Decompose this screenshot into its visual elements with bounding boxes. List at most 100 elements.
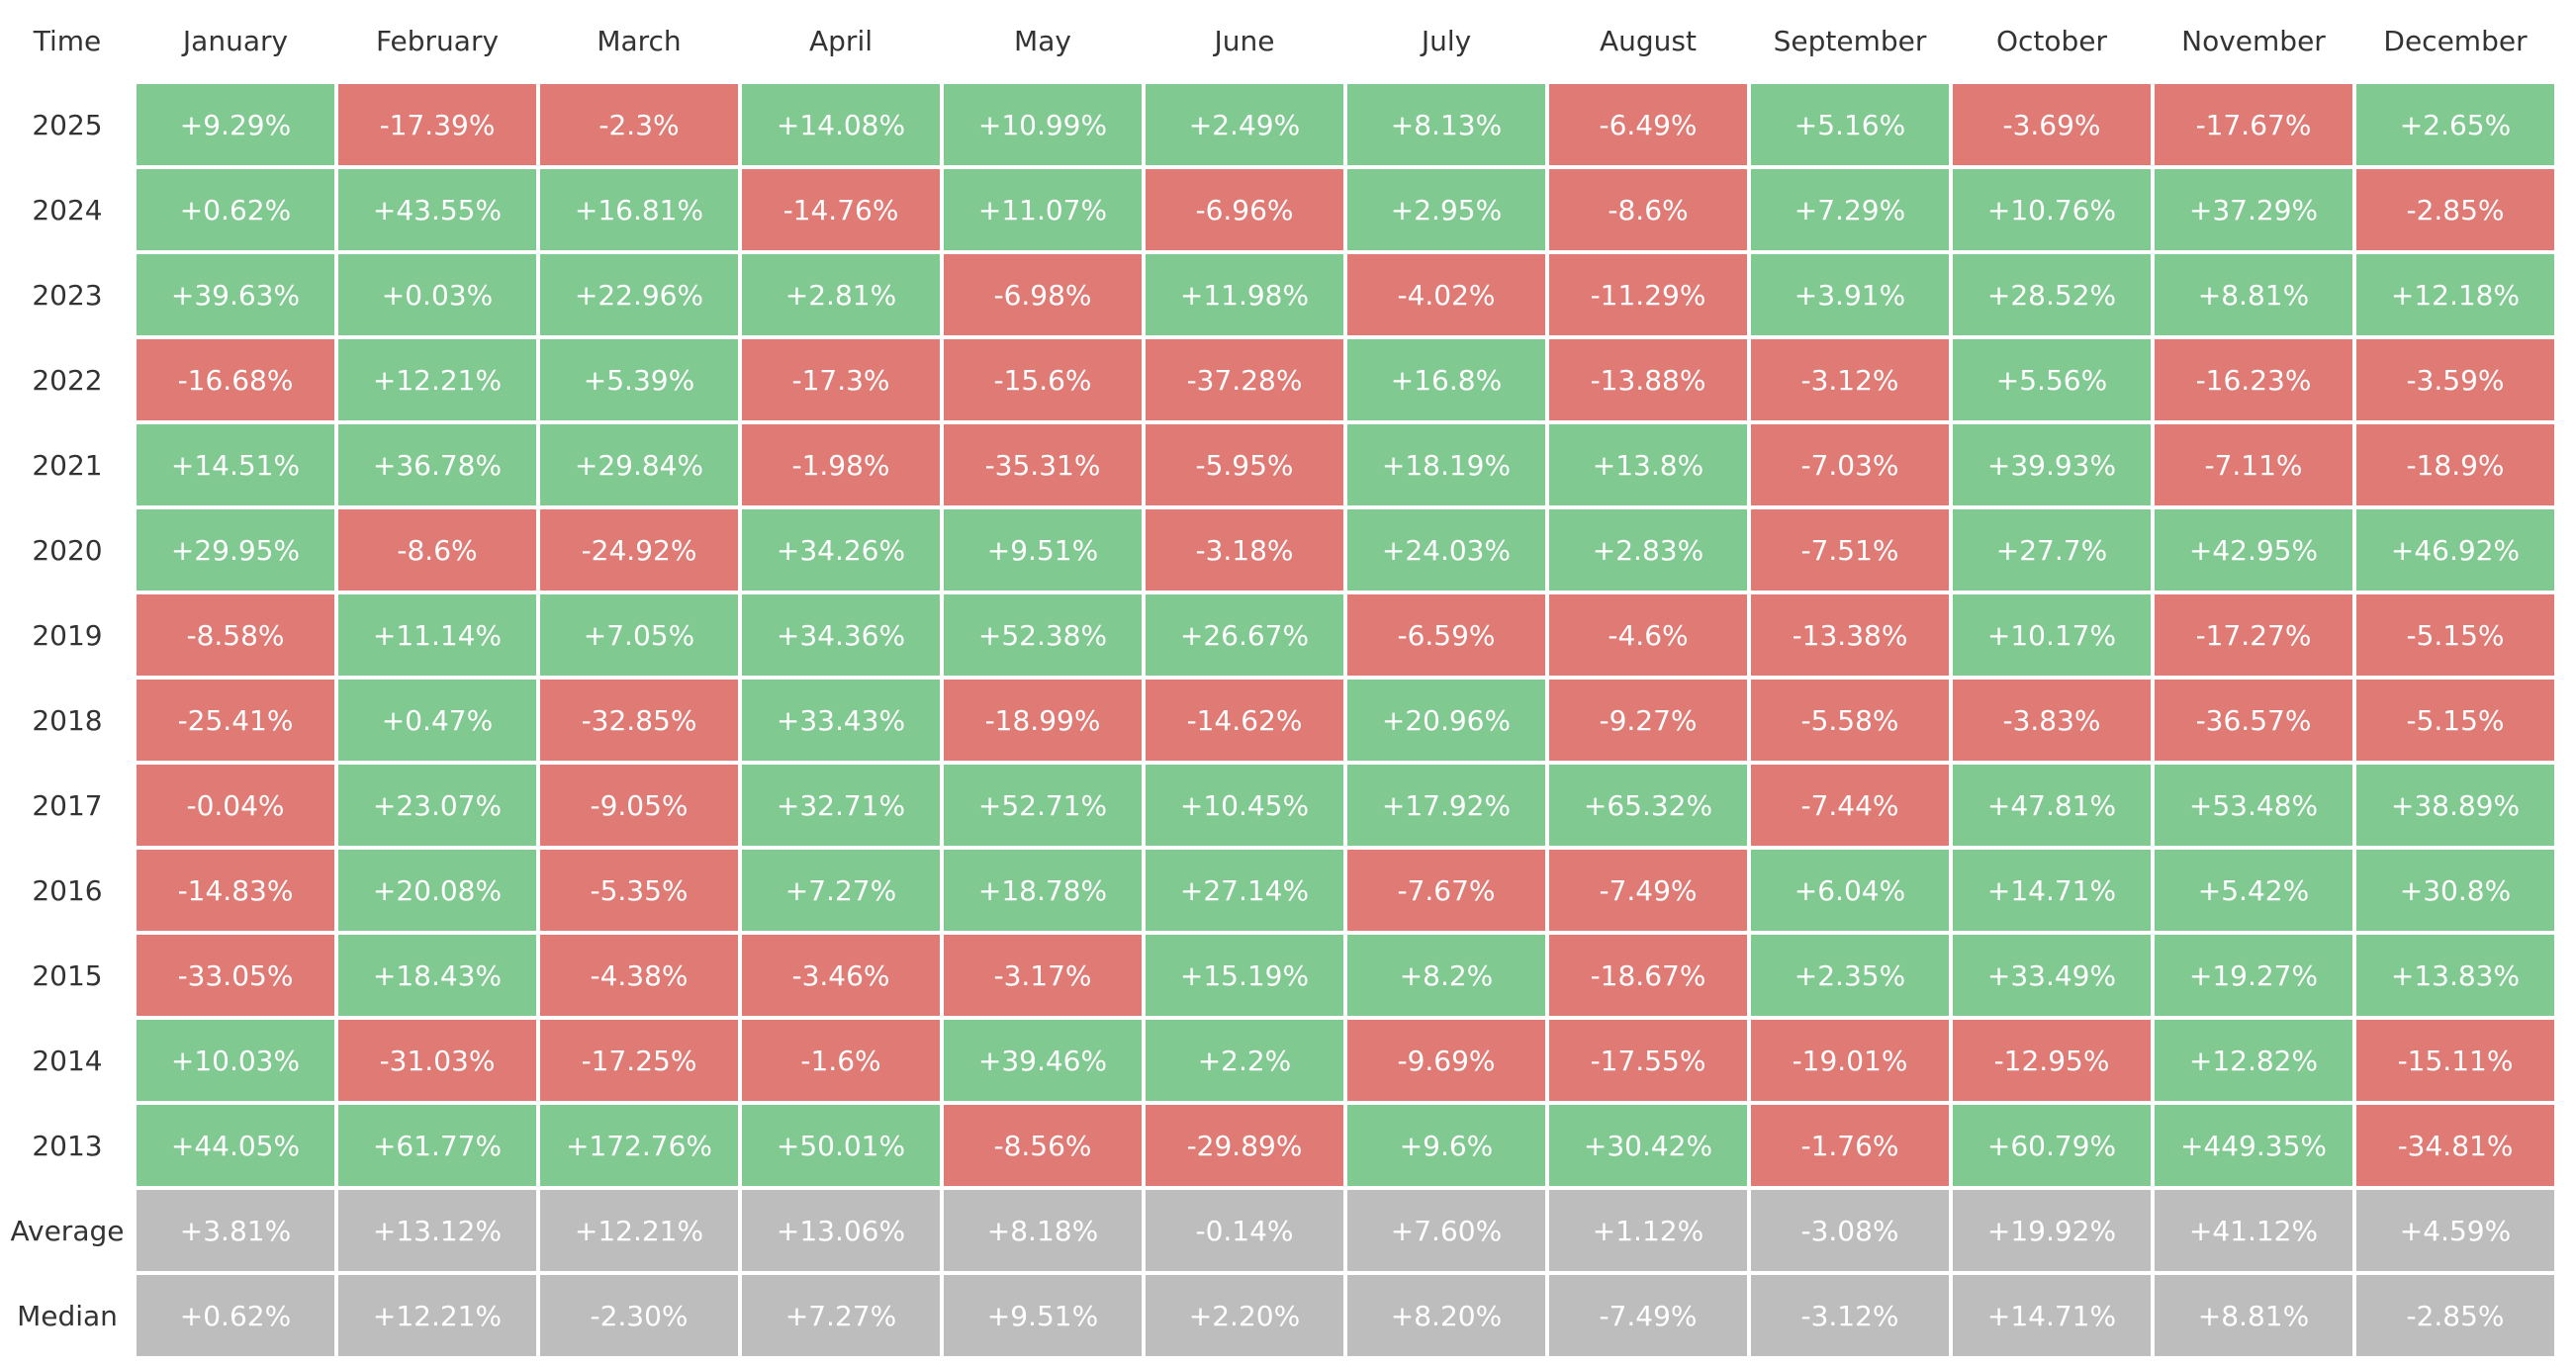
return-cell: +7.29% bbox=[1751, 169, 1949, 250]
return-cell: -7.44% bbox=[1751, 765, 1949, 846]
return-cell: -2.30% bbox=[540, 1275, 738, 1356]
return-cell: +42.95% bbox=[2155, 509, 2352, 591]
year-label: 2014 bbox=[32, 1044, 103, 1077]
year-label: 2019 bbox=[32, 618, 103, 652]
return-cell: -3.69% bbox=[1953, 84, 2151, 165]
month-header: September bbox=[1773, 25, 1927, 57]
return-cell: +5.16% bbox=[1751, 84, 1949, 165]
return-cell: +12.21% bbox=[540, 1190, 738, 1271]
return-cell: +39.46% bbox=[944, 1020, 1142, 1101]
return-cell: +7.60% bbox=[1347, 1190, 1545, 1271]
return-cell: +8.18% bbox=[944, 1190, 1142, 1271]
return-cell: +11.98% bbox=[1146, 254, 1343, 335]
return-cell: +52.71% bbox=[944, 765, 1142, 846]
return-cell: +23.07% bbox=[338, 765, 536, 846]
return-cell: -0.04% bbox=[137, 765, 334, 846]
return-cell: +9.51% bbox=[944, 1275, 1142, 1356]
return-cell: +0.62% bbox=[137, 169, 334, 250]
month-header: July bbox=[1421, 25, 1472, 57]
month-header: March bbox=[597, 25, 682, 57]
return-cell: -4.6% bbox=[1549, 594, 1747, 676]
return-cell: +5.42% bbox=[2155, 850, 2352, 931]
return-cell: +16.8% bbox=[1347, 339, 1545, 420]
return-cell: +8.13% bbox=[1347, 84, 1545, 165]
return-cell: +65.32% bbox=[1549, 765, 1747, 846]
return-cell: -3.18% bbox=[1146, 509, 1343, 591]
return-cell: -12.95% bbox=[1953, 1020, 2151, 1101]
return-cell: +5.39% bbox=[540, 339, 738, 420]
return-cell: +0.62% bbox=[137, 1275, 334, 1356]
return-cell: +28.52% bbox=[1953, 254, 2151, 335]
return-cell: +14.71% bbox=[1953, 850, 2151, 931]
return-cell: +22.96% bbox=[540, 254, 738, 335]
return-cell: -36.57% bbox=[2155, 680, 2352, 761]
return-cell: +8.81% bbox=[2155, 1275, 2352, 1356]
return-cell: -1.6% bbox=[742, 1020, 940, 1101]
return-cell: -25.41% bbox=[137, 680, 334, 761]
return-cell: +8.2% bbox=[1347, 935, 1545, 1016]
return-cell: -7.49% bbox=[1549, 1275, 1747, 1356]
return-cell: -8.58% bbox=[137, 594, 334, 676]
year-label: 2013 bbox=[32, 1129, 103, 1162]
return-cell: -17.55% bbox=[1549, 1020, 1747, 1101]
return-cell: -16.68% bbox=[137, 339, 334, 420]
return-cell: +12.18% bbox=[2356, 254, 2554, 335]
return-cell: -14.76% bbox=[742, 169, 940, 250]
return-cell: +39.93% bbox=[1953, 424, 2151, 505]
return-cell: +449.35% bbox=[2155, 1105, 2352, 1186]
return-cell: -5.58% bbox=[1751, 680, 1949, 761]
year-label: 2025 bbox=[32, 108, 103, 141]
return-cell: +8.20% bbox=[1347, 1275, 1545, 1356]
return-cell: +18.78% bbox=[944, 850, 1142, 931]
return-cell: -3.12% bbox=[1751, 339, 1949, 420]
return-cell: -37.28% bbox=[1146, 339, 1343, 420]
return-cell: -14.62% bbox=[1146, 680, 1343, 761]
return-cell: +2.81% bbox=[742, 254, 940, 335]
return-cell: -32.85% bbox=[540, 680, 738, 761]
return-cell: -18.67% bbox=[1549, 935, 1747, 1016]
return-cell: +33.49% bbox=[1953, 935, 2151, 1016]
return-cell: +8.81% bbox=[2155, 254, 2352, 335]
return-cell: -6.96% bbox=[1146, 169, 1343, 250]
return-cell: +1.12% bbox=[1549, 1190, 1747, 1271]
return-cell: +9.29% bbox=[137, 84, 334, 165]
return-cell: +36.78% bbox=[338, 424, 536, 505]
return-cell: +14.51% bbox=[137, 424, 334, 505]
return-cell: +60.79% bbox=[1953, 1105, 2151, 1186]
return-cell: +44.05% bbox=[137, 1105, 334, 1186]
month-header: August bbox=[1600, 25, 1697, 57]
return-cell: +33.43% bbox=[742, 680, 940, 761]
return-cell: +41.12% bbox=[2155, 1190, 2352, 1271]
return-cell: +29.84% bbox=[540, 424, 738, 505]
year-label: 2020 bbox=[32, 533, 103, 567]
return-cell: +27.7% bbox=[1953, 509, 2151, 591]
return-cell: +16.81% bbox=[540, 169, 738, 250]
return-cell: +14.08% bbox=[742, 84, 940, 165]
return-cell: -24.92% bbox=[540, 509, 738, 591]
return-cell: -5.15% bbox=[2356, 594, 2554, 676]
return-cell: +17.92% bbox=[1347, 765, 1545, 846]
return-cell: +61.77% bbox=[338, 1105, 536, 1186]
return-cell: -19.01% bbox=[1751, 1020, 1949, 1101]
return-cell: -11.29% bbox=[1549, 254, 1747, 335]
return-cell: -2.3% bbox=[540, 84, 738, 165]
return-cell: +13.06% bbox=[742, 1190, 940, 1271]
month-header: November bbox=[2181, 25, 2326, 57]
return-cell: -4.38% bbox=[540, 935, 738, 1016]
corner-header: Time bbox=[33, 25, 102, 57]
year-label: 2023 bbox=[32, 278, 103, 312]
return-cell: -3.12% bbox=[1751, 1275, 1949, 1356]
return-cell: -9.05% bbox=[540, 765, 738, 846]
return-cell: +34.36% bbox=[742, 594, 940, 676]
year-label: 2021 bbox=[32, 448, 103, 482]
return-cell: +2.20% bbox=[1146, 1275, 1343, 1356]
return-cell: +10.17% bbox=[1953, 594, 2151, 676]
return-cell: +7.05% bbox=[540, 594, 738, 676]
return-cell: -0.14% bbox=[1146, 1190, 1343, 1271]
return-cell: -17.25% bbox=[540, 1020, 738, 1101]
month-header: October bbox=[1995, 25, 2108, 57]
return-cell: +46.92% bbox=[2356, 509, 2554, 591]
return-cell: +50.01% bbox=[742, 1105, 940, 1186]
return-cell: +18.43% bbox=[338, 935, 536, 1016]
return-cell: +3.81% bbox=[137, 1190, 334, 1271]
